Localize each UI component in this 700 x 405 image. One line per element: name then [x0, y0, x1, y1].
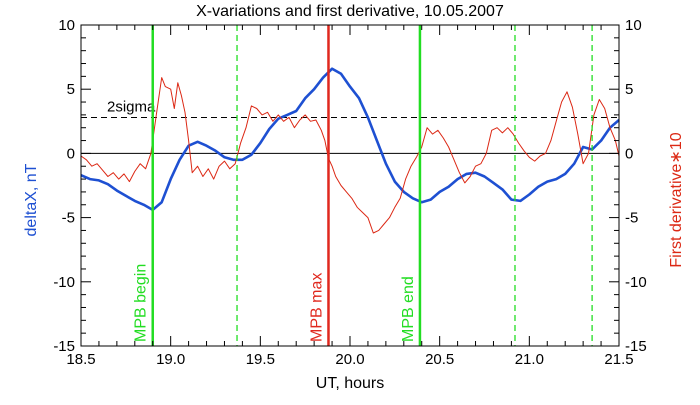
y-tick-label-right: 0	[625, 145, 633, 162]
series-line-derivative	[80, 77, 620, 234]
vertical-marker-label: MPB begin	[133, 264, 150, 342]
x-tick-label: 18.5	[66, 351, 95, 368]
chart-title: X-variations and first derivative, 10.05…	[196, 3, 504, 20]
reference-lines-layer: 2sigma	[81, 98, 619, 154]
y-tick-label-right: 5	[625, 81, 633, 98]
y-tick-label-right: -10	[625, 274, 647, 291]
y-tick-label-right: -15	[625, 338, 647, 355]
x-tick-label: 19.0	[156, 351, 185, 368]
y-tick-label-left: -10	[53, 274, 75, 291]
y-axis-label-right: First derivative∗10	[668, 132, 685, 267]
y-tick-label-left: 0	[67, 145, 75, 162]
vertical-marker-label: MPB end	[400, 276, 417, 342]
y-axis-label-left: deltaX, nT	[23, 163, 40, 236]
y-tick-label-left: -15	[53, 338, 75, 355]
x-tick-label: 21.0	[515, 351, 544, 368]
y-tick-label-right: -5	[625, 210, 638, 227]
vertical-marker-label: MPB max	[308, 273, 325, 342]
x-tick-label: 21.5	[604, 351, 633, 368]
axes-layer: 18.5 19.0 19.5 20.0 20.5 21.0 21.5-15 -15-10 -10…	[53, 17, 646, 368]
series-line-deltaX	[80, 67, 620, 212]
reference-line-label: 2sigma	[107, 98, 156, 115]
x-axis-label: UT, hours	[316, 375, 384, 392]
vertical-markers-layer: MPB begin MPB max MPB end	[133, 25, 593, 346]
x-tick-label: 19.5	[246, 351, 275, 368]
x-tick-label: 20.5	[425, 351, 454, 368]
y-tick-label-left: 5	[67, 81, 75, 98]
y-tick-label-left: -5	[62, 210, 75, 227]
y-tick-label-right: 10	[625, 17, 642, 34]
series-layer	[80, 67, 620, 234]
y-tick-label-left: 10	[58, 17, 75, 34]
x-tick-label: 20.0	[335, 351, 364, 368]
